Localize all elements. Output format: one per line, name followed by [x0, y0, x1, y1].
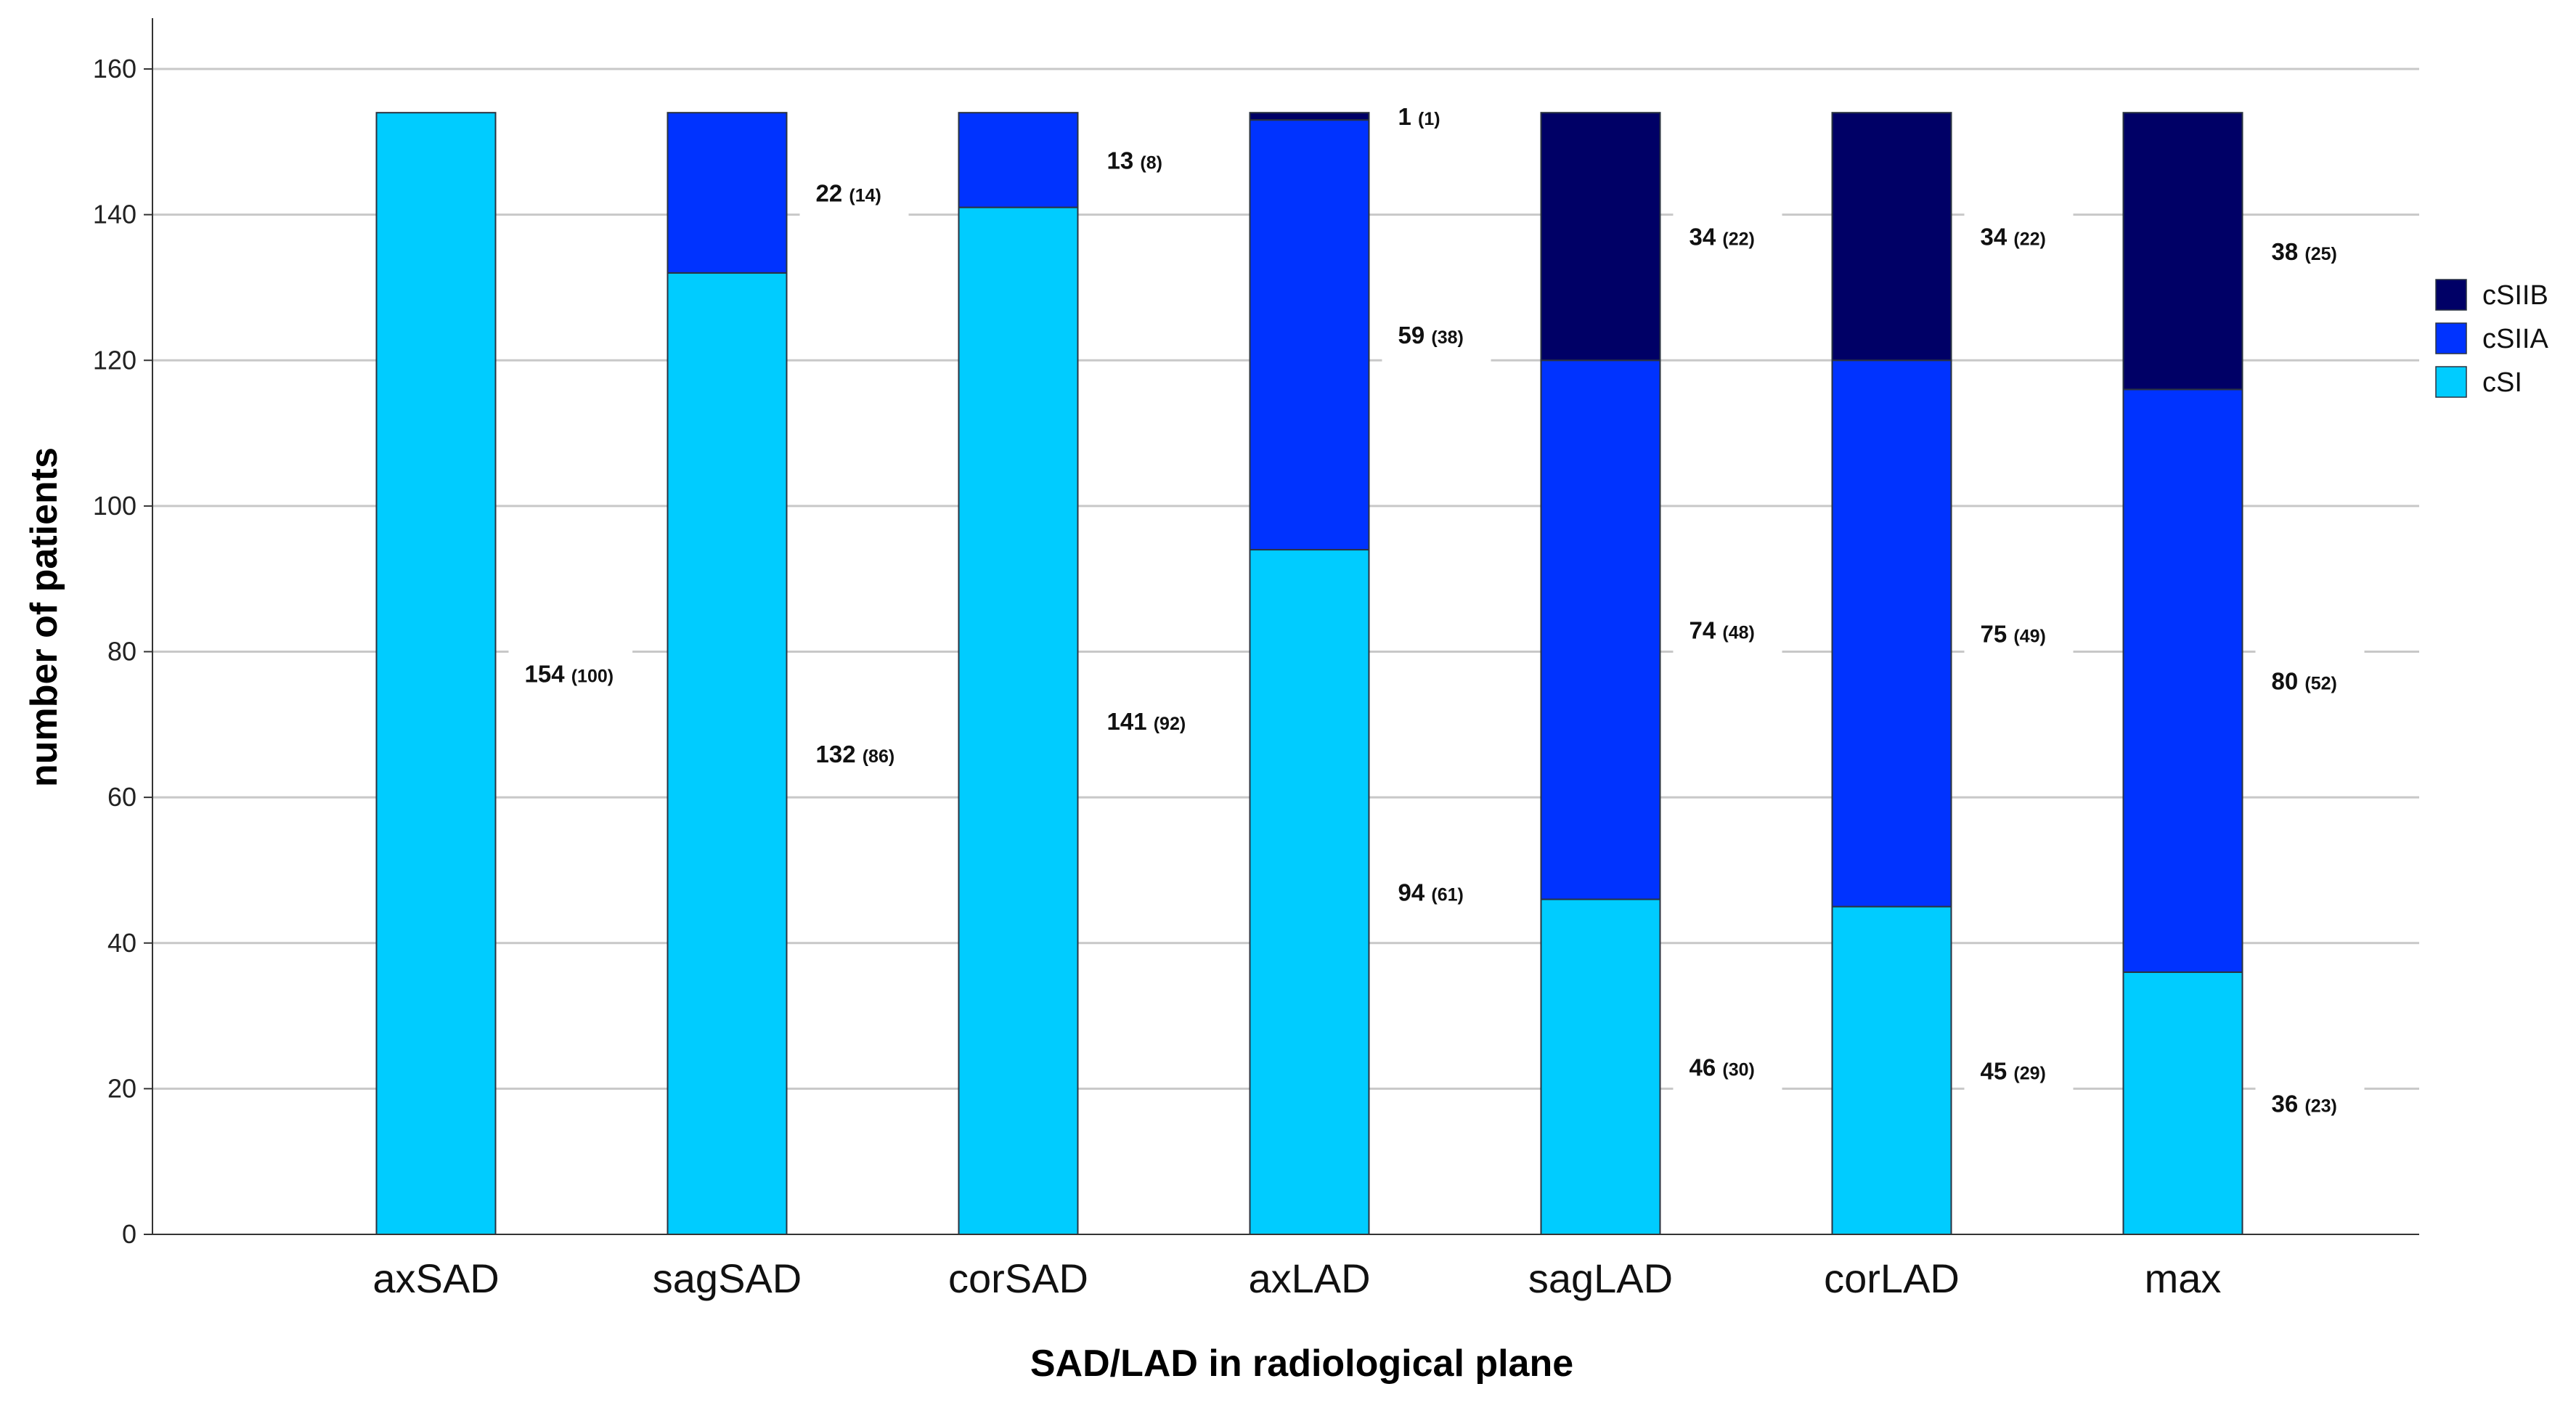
data-label: 74 (48): [1690, 616, 1755, 643]
data-label-box: [1091, 128, 1200, 192]
data-label: 141 (92): [1107, 708, 1186, 735]
x-category-label: max: [2145, 1255, 2222, 1301]
bar-segment-csiia-corlad: [1831, 359, 1952, 908]
data-label: 34 (22): [1981, 224, 2046, 251]
data-label-box: [508, 641, 633, 706]
data-label-box: [1673, 1035, 1782, 1099]
x-category-label: sagLAD: [1528, 1255, 1673, 1301]
bar-segment-csiia-saglad: [1540, 359, 1661, 900]
bar-segment-csiia-axlad: [1249, 119, 1370, 551]
data-label-box: [1382, 84, 1491, 149]
data-label: 22 (14): [816, 180, 881, 207]
bar-segment-csiib-axlad: [1249, 112, 1370, 121]
x-category-label: axSAD: [372, 1255, 499, 1301]
data-label-box: [1964, 1038, 2074, 1103]
y-axis-title: number of patients: [23, 447, 65, 787]
bar-segment-csi-sagsad: [667, 272, 788, 1235]
data-label-box: [2255, 1071, 2365, 1136]
axes: [152, 18, 2419, 1235]
data-label-box: [1964, 204, 2074, 269]
y-tick-label: 140: [93, 200, 136, 229]
data-label: 94 (61): [1398, 879, 1464, 906]
data-label: 45 (29): [1981, 1057, 2046, 1084]
y-tick-label: 40: [107, 928, 136, 958]
legend-swatch-csi: [2435, 366, 2467, 398]
data-label: 34 (22): [1690, 224, 1755, 251]
data-label-box: [1382, 303, 1491, 367]
data-label: 154 (100): [525, 661, 614, 688]
data-label-box: [2255, 648, 2365, 713]
x-category-label: corLAD: [1824, 1255, 1960, 1301]
legend-swatch-csiib: [2435, 279, 2467, 311]
legend: cSIIB cSIIA cSI: [2435, 279, 2548, 398]
data-label: 13 (8): [1107, 147, 1162, 174]
bar-segment-csi-corsad: [958, 206, 1079, 1235]
y-tick-label: 80: [107, 637, 136, 667]
y-tick-label: 120: [93, 345, 136, 375]
x-axis-title: SAD/LAD in radiological plane: [1030, 1343, 1573, 1385]
y-ticks: 0 20 40 60 80 100 120 140 160: [93, 54, 152, 1249]
data-label-box: [1673, 204, 1782, 269]
y-tick-label: 160: [93, 54, 136, 84]
y-tick-label: 100: [93, 491, 136, 521]
data-label-box: [1964, 601, 2074, 666]
bar-segment-csiib-saglad: [1540, 112, 1661, 362]
bars: [375, 112, 2243, 1235]
x-categories: axSAD sagSAD corSAD axLAD sagLAD corLAD max: [372, 1255, 2221, 1301]
data-label: 36 (23): [2272, 1090, 2337, 1117]
bar-segment-csi-max: [2122, 971, 2243, 1235]
bar-segment-csi-axsad: [375, 112, 497, 1235]
data-label-box: [1673, 598, 1782, 662]
data-label-box: [1382, 860, 1491, 924]
legend-label-csiib: cSIIB: [2482, 280, 2548, 311]
data-label: 59 (38): [1398, 322, 1464, 349]
legend-swatch-csiia: [2435, 322, 2467, 354]
data-label-box: [799, 160, 909, 225]
bar-segment-csiia-corsad: [958, 112, 1079, 208]
x-category-label: corSAD: [948, 1255, 1088, 1301]
data-label: 46 (30): [1690, 1054, 1755, 1080]
data-label: 80 (52): [2272, 668, 2337, 695]
bar-segment-csiib-max: [2122, 112, 2243, 391]
y-tick-label: 0: [122, 1219, 136, 1249]
x-category-label: axLAD: [1248, 1255, 1370, 1301]
data-label-box: [1091, 688, 1205, 753]
data-label: 75 (49): [1981, 620, 2046, 647]
bar-segment-csiia-max: [2122, 388, 2243, 973]
legend-label-csiia: cSIIA: [2482, 324, 2548, 354]
bar-segment-csi-saglad: [1540, 898, 1661, 1235]
bar-segment-csiib-corlad: [1831, 112, 1952, 362]
bar-segment-csi-corlad: [1831, 905, 1952, 1235]
legend-label-csi: cSI: [2482, 367, 2522, 398]
data-label: 1 (1): [1398, 103, 1440, 130]
data-label-box: [2255, 219, 2365, 283]
bar-segment-csi-axlad: [1249, 549, 1370, 1235]
y-tick-label: 60: [107, 782, 136, 812]
data-labels: 154 (100) 132 (86) 22 (14) 141 (92) 13 (8) 94…: [508, 84, 2365, 1136]
data-label: 132 (86): [816, 741, 895, 767]
bar-segment-csiia-sagsad: [667, 112, 788, 274]
data-label-box: [799, 721, 914, 786]
data-label: 38 (25): [2272, 238, 2337, 265]
x-category-label: sagSAD: [653, 1255, 802, 1301]
y-tick-label: 20: [107, 1073, 136, 1103]
